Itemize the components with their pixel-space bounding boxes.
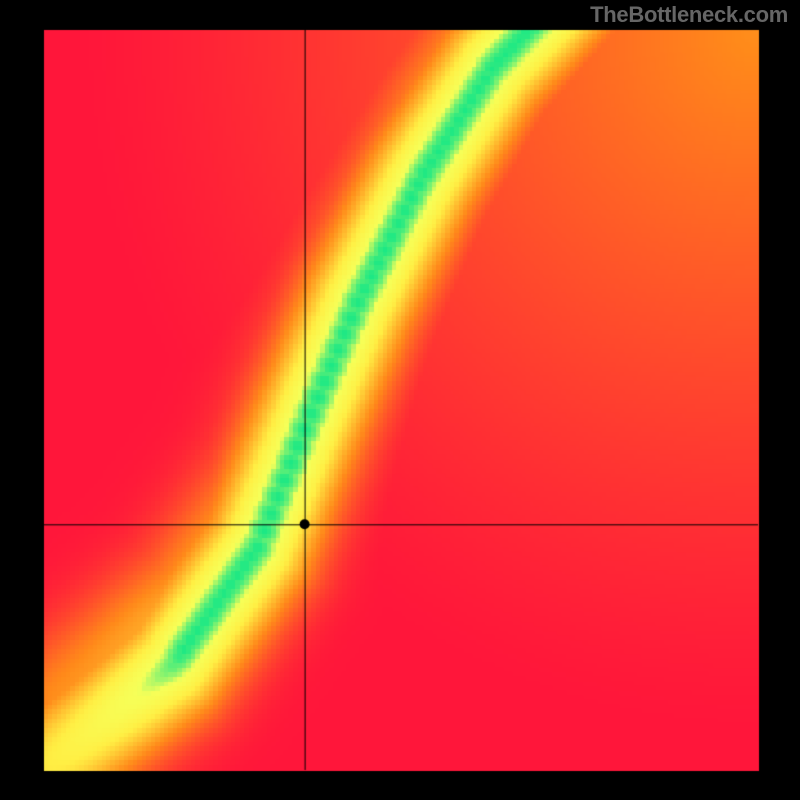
bottleneck-heatmap xyxy=(0,0,800,800)
watermark-text: TheBottleneck.com xyxy=(590,2,788,28)
chart-container: TheBottleneck.com xyxy=(0,0,800,800)
